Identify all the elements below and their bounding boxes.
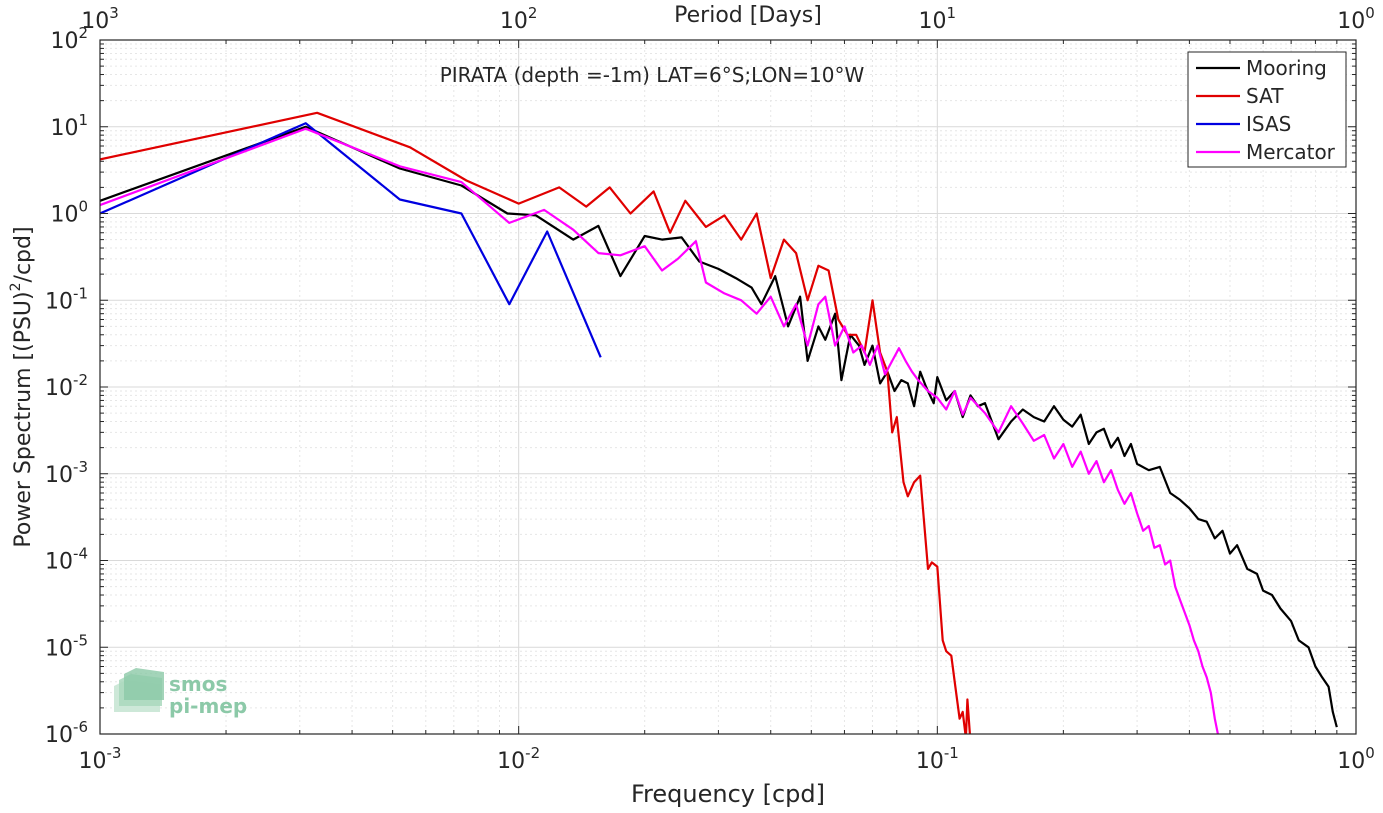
x2-tick-label: 100 — [1337, 4, 1375, 34]
y-tick-label: 10-2 — [45, 371, 88, 401]
x2-tick-label: 102 — [500, 4, 538, 34]
tick-label-base: 10 — [497, 749, 525, 774]
x2-tick-label: 103 — [81, 4, 119, 34]
tick-label-base: 10 — [81, 9, 109, 34]
series-lines — [100, 111, 1338, 734]
y-axis-label-sup: 2 — [8, 282, 24, 291]
tick-label-exponent: -6 — [73, 718, 88, 736]
tick-label-base: 10 — [45, 289, 73, 314]
tick-label-exponent: -1 — [73, 284, 88, 302]
tick-label-base: 10 — [50, 29, 78, 54]
x-tick-label: 10-2 — [497, 744, 540, 774]
tick-label-exponent: -3 — [107, 744, 122, 762]
tick-label-exponent: 0 — [1365, 744, 1375, 762]
tick-label-exponent: -2 — [73, 371, 88, 389]
y-axis-label-main: Power Spectrum [(PSU) — [11, 291, 36, 547]
x-tick-label: 10-3 — [79, 744, 122, 774]
tick-label-base: 10 — [50, 116, 78, 141]
y-tick-label: 10-5 — [45, 631, 88, 661]
tick-label-base: 10 — [50, 203, 78, 228]
tick-label-exponent: 3 — [109, 4, 119, 22]
y-tick-label: 10-1 — [45, 284, 88, 314]
tick-label-exponent: -3 — [73, 458, 88, 476]
y-tick-label: 102 — [50, 24, 88, 54]
legend-label-sat: SAT — [1246, 84, 1284, 108]
y-tick-label: 10-3 — [45, 458, 88, 488]
tick-label-base: 10 — [1337, 9, 1365, 34]
y-tick-label: 10-6 — [45, 718, 88, 748]
series-line-isas — [100, 122, 602, 358]
legend-box — [1187, 51, 1347, 168]
tick-label-exponent: 1 — [78, 111, 88, 129]
tick-label-base: 10 — [919, 9, 947, 34]
chart-title: PIRATA (depth =-1m) LAT=6°S;LON=10°W — [440, 63, 865, 87]
legend-label-mooring: Mooring — [1246, 56, 1327, 80]
tick-label-exponent: 0 — [1365, 4, 1375, 22]
tick-label-exponent: -2 — [525, 744, 540, 762]
tick-label-base: 10 — [916, 749, 944, 774]
y-tick-label: 101 — [50, 111, 88, 141]
tick-label-base: 10 — [1337, 749, 1365, 774]
y-tick-label: 10-4 — [45, 545, 88, 575]
legend-label-mercator: Mercator — [1246, 140, 1336, 164]
top-axis-label: Period [Days] — [674, 3, 822, 28]
tick-label-base: 10 — [45, 550, 73, 575]
x-tick-label: 100 — [1337, 744, 1375, 774]
logo-mark-icon — [114, 668, 164, 712]
tick-label-base: 10 — [79, 749, 107, 774]
tick-label-exponent: -4 — [73, 545, 88, 563]
x-axis-label: Frequency [cpd] — [631, 780, 825, 808]
tick-label-base: 10 — [500, 9, 528, 34]
tick-label-exponent: 0 — [78, 198, 88, 216]
series-line-sat — [100, 111, 971, 734]
series-line-mercator — [100, 127, 1220, 734]
tick-label-base: 10 — [45, 723, 73, 748]
tick-label-base: 10 — [45, 463, 73, 488]
y-tick-label: 100 — [50, 198, 88, 228]
tick-label-exponent: -5 — [73, 631, 88, 649]
tick-label-base: 10 — [45, 376, 73, 401]
tick-label-exponent: 2 — [528, 4, 538, 22]
legend: Mooring SAT ISAS Mercator — [1187, 51, 1347, 168]
tick-label-base: 10 — [45, 636, 73, 661]
logo-text-smos: smos — [169, 672, 227, 696]
x-tick-label: 10-1 — [916, 744, 959, 774]
grid — [99, 40, 1356, 735]
tick-label-exponent: 1 — [947, 4, 957, 22]
legend-label-isas: ISAS — [1246, 112, 1291, 136]
smos-pi-mep-logo: smos pi-mep — [114, 668, 247, 718]
logo-text-pi-mep: pi-mep — [169, 694, 247, 718]
tick-label-exponent: -1 — [944, 744, 959, 762]
tick-label-exponent: 2 — [78, 24, 88, 42]
x2-tick-label: 101 — [919, 4, 957, 34]
y-axis-label: Power Spectrum [(PSU)2/cpd] — [8, 226, 36, 547]
y-axis-label-unit: /cpd] — [11, 226, 36, 282]
